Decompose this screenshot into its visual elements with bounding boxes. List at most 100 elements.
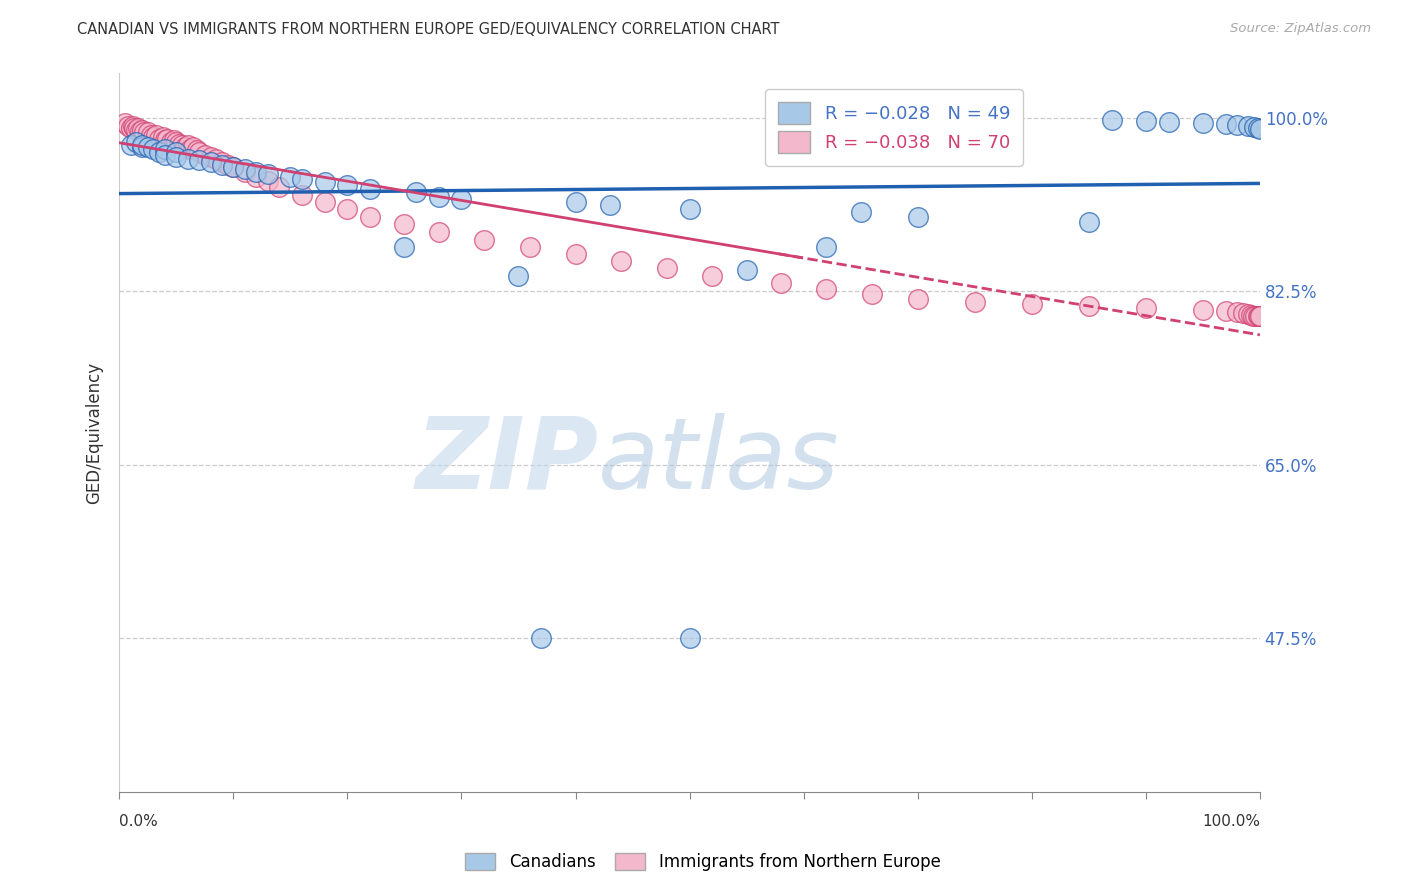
Point xyxy=(1215,117,1237,131)
Point xyxy=(405,185,427,199)
Point xyxy=(233,165,256,179)
Point xyxy=(1244,309,1267,323)
Point xyxy=(177,153,200,167)
Point xyxy=(131,122,153,136)
Point xyxy=(1232,306,1254,320)
Point xyxy=(141,128,163,143)
Point xyxy=(1021,297,1043,311)
Point xyxy=(222,160,245,174)
Point xyxy=(394,217,416,231)
Point xyxy=(267,180,290,194)
Point xyxy=(291,172,314,186)
Point xyxy=(183,140,205,154)
Point xyxy=(122,119,145,133)
Point xyxy=(131,140,153,154)
Point xyxy=(142,130,165,145)
Point xyxy=(200,155,222,169)
Point xyxy=(508,269,530,284)
Point xyxy=(735,263,758,277)
Text: ZIP: ZIP xyxy=(415,413,599,510)
Point xyxy=(136,140,159,154)
Point xyxy=(472,233,495,247)
Point xyxy=(159,136,181,150)
Point xyxy=(1192,115,1215,129)
Point xyxy=(170,138,193,153)
Point xyxy=(815,282,838,296)
Point xyxy=(314,175,336,189)
Point xyxy=(336,178,359,192)
Point xyxy=(1243,120,1265,134)
Point xyxy=(678,202,700,216)
Point xyxy=(127,120,149,135)
Point xyxy=(1135,113,1157,128)
Point xyxy=(142,142,165,156)
Point xyxy=(519,239,541,253)
Text: Source: ZipAtlas.com: Source: ZipAtlas.com xyxy=(1230,22,1371,36)
Point xyxy=(188,145,211,160)
Point xyxy=(145,128,167,143)
Point xyxy=(1237,307,1260,321)
Point xyxy=(245,165,267,179)
Point xyxy=(233,162,256,177)
Point xyxy=(165,150,187,164)
Point xyxy=(1237,119,1260,133)
Point xyxy=(427,190,450,204)
Point xyxy=(849,204,872,219)
Point xyxy=(1249,309,1271,323)
Point xyxy=(1226,118,1249,132)
Point xyxy=(394,239,416,253)
Point xyxy=(120,120,142,135)
Point xyxy=(117,119,139,133)
Point xyxy=(860,287,883,301)
Point xyxy=(314,194,336,209)
Point xyxy=(186,144,208,158)
Text: 100.0%: 100.0% xyxy=(1202,814,1260,829)
Point xyxy=(256,174,278,188)
Point xyxy=(280,170,302,185)
Point xyxy=(256,167,278,181)
Point xyxy=(963,295,986,310)
Point xyxy=(217,158,239,172)
Point xyxy=(174,140,197,154)
Point xyxy=(530,632,553,646)
Point xyxy=(291,188,314,202)
Point xyxy=(427,225,450,239)
Point xyxy=(564,194,586,209)
Point xyxy=(1215,304,1237,318)
Text: CANADIAN VS IMMIGRANTS FROM NORTHERN EUROPE GED/EQUIVALENCY CORRELATION CHART: CANADIAN VS IMMIGRANTS FROM NORTHERN EUR… xyxy=(77,22,780,37)
Point xyxy=(120,138,142,153)
Point xyxy=(125,136,148,150)
Point xyxy=(1101,112,1123,127)
Point xyxy=(359,182,381,196)
Point xyxy=(907,210,929,224)
Point xyxy=(177,138,200,153)
Point xyxy=(148,145,170,160)
Point xyxy=(179,142,201,156)
Point xyxy=(211,158,233,172)
Legend: Canadians, Immigrants from Northern Europe: Canadians, Immigrants from Northern Euro… xyxy=(457,845,949,880)
Point xyxy=(815,239,838,253)
Point xyxy=(610,254,633,268)
Text: atlas: atlas xyxy=(599,413,839,510)
Point xyxy=(125,122,148,136)
Point xyxy=(336,202,359,216)
Point xyxy=(1157,114,1180,128)
Point xyxy=(907,292,929,306)
Point xyxy=(153,148,176,162)
Point xyxy=(131,138,153,153)
Point xyxy=(152,130,174,145)
Point xyxy=(1077,299,1099,313)
Point xyxy=(165,145,187,160)
Point xyxy=(1077,215,1099,229)
Y-axis label: GED/Equivalency: GED/Equivalency xyxy=(86,361,103,504)
Point xyxy=(1192,303,1215,318)
Point xyxy=(167,137,190,152)
Point xyxy=(702,269,724,284)
Point xyxy=(1246,120,1268,135)
Legend: R = −0.028   N = 49, R = −0.038   N = 70: R = −0.028 N = 49, R = −0.038 N = 70 xyxy=(765,89,1022,166)
Point xyxy=(655,261,678,276)
Point xyxy=(163,133,186,147)
Point xyxy=(148,132,170,146)
Point xyxy=(1240,308,1263,322)
Point xyxy=(678,632,700,646)
